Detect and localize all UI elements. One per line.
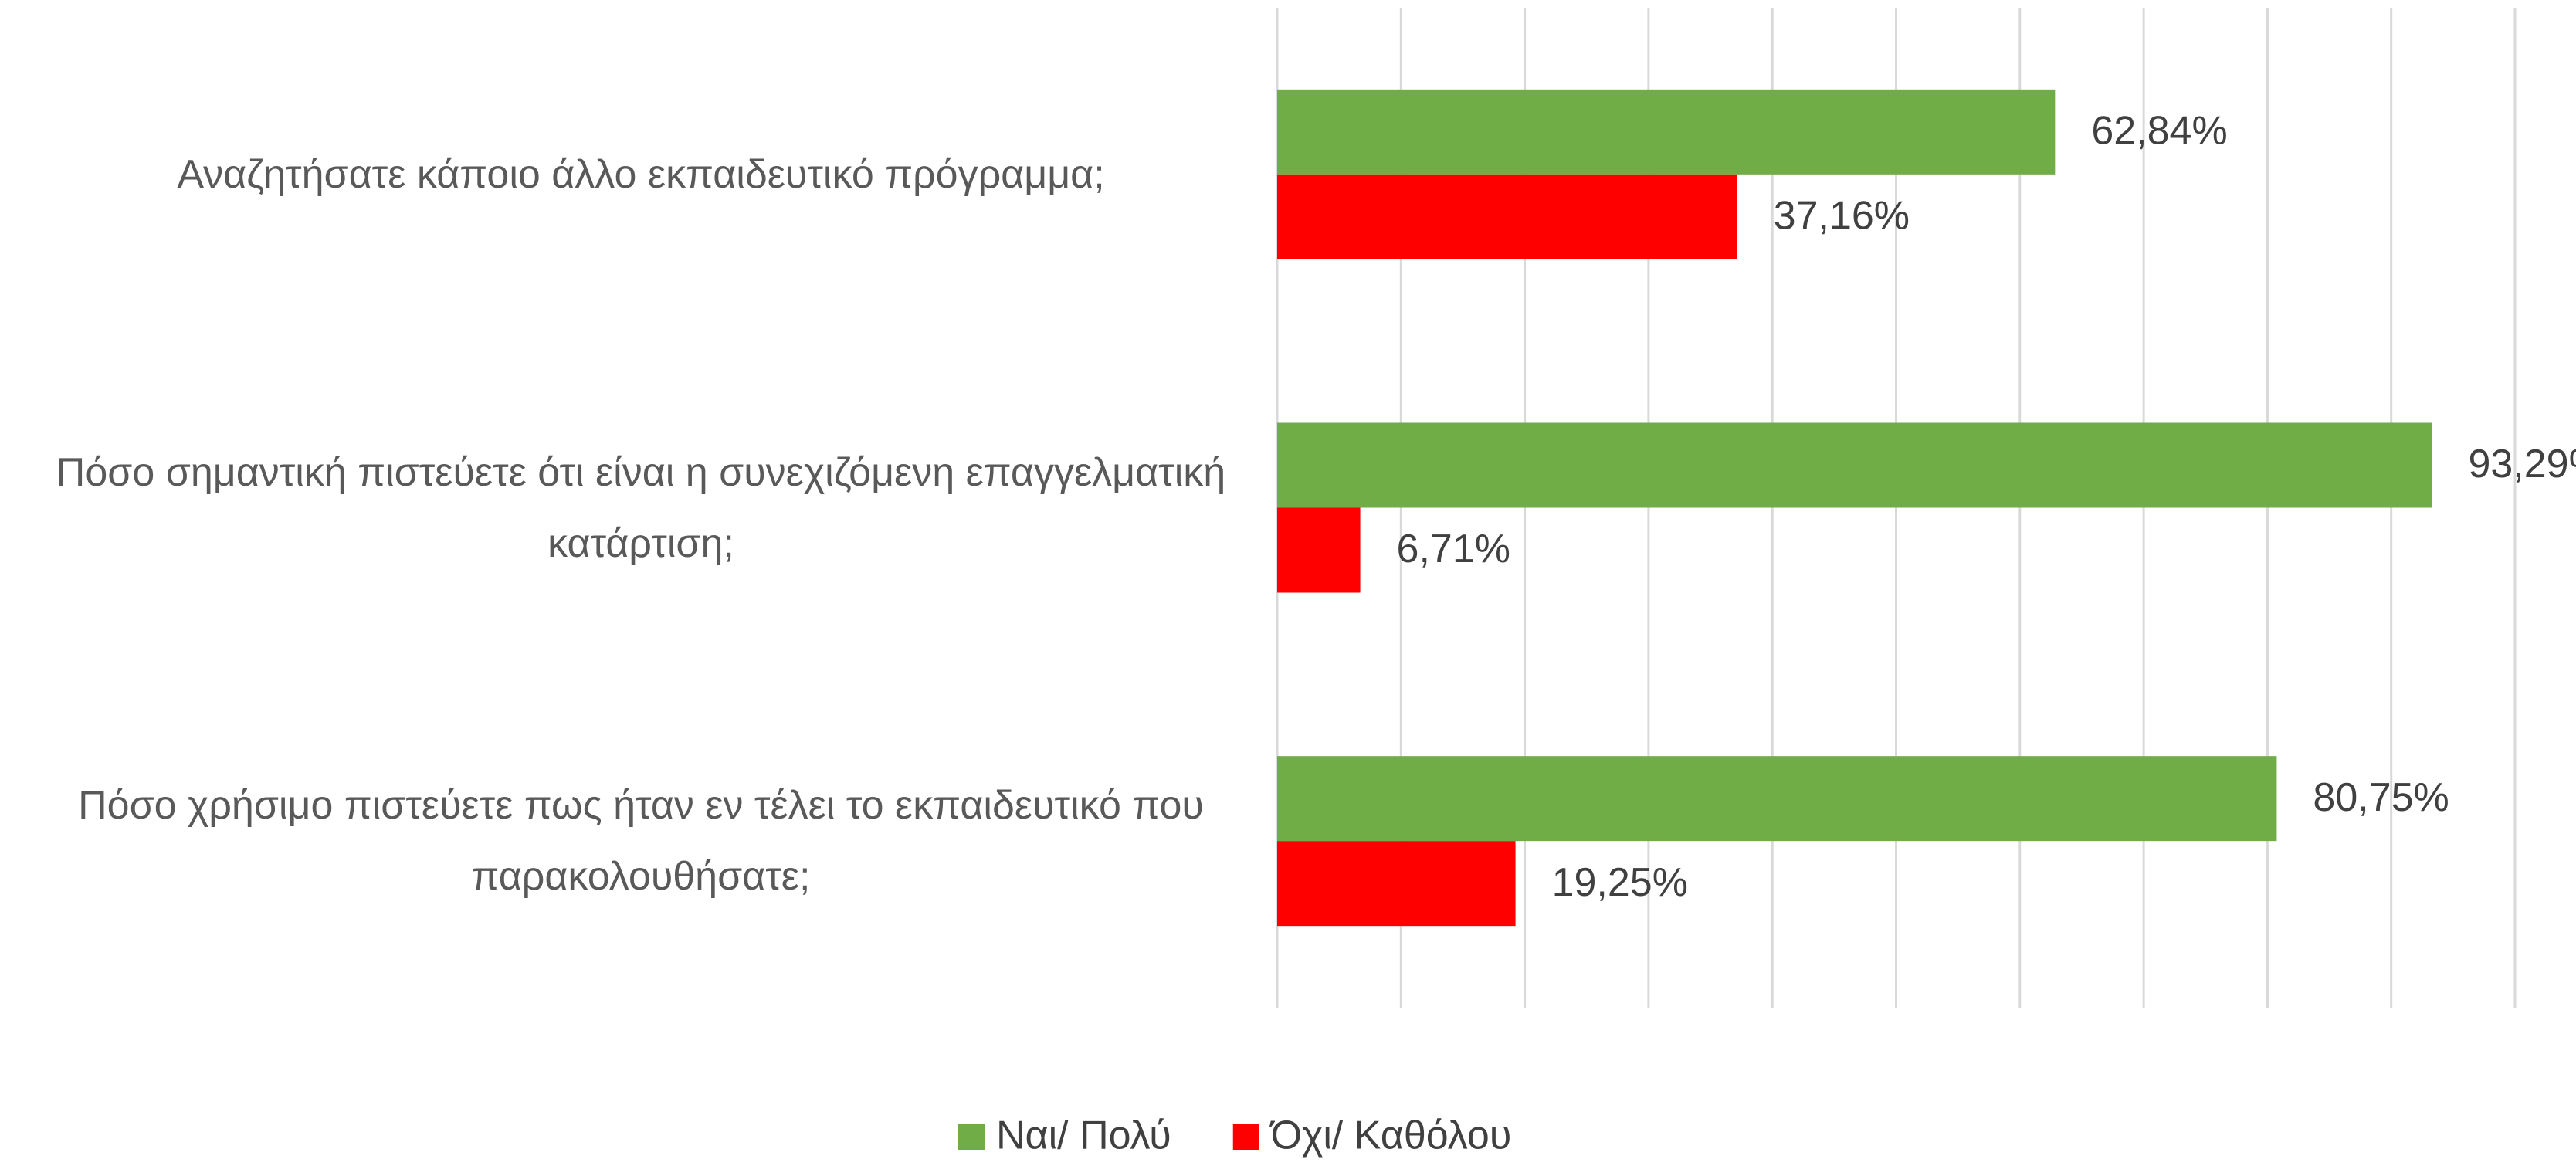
value-label: 19,25%	[1552, 860, 1688, 905]
bar	[1277, 841, 1516, 927]
value-label: 37,16%	[1774, 194, 1910, 239]
value-label: 93,29%	[2468, 442, 2576, 486]
legend-label: Ναι/ Πολύ	[996, 1113, 1171, 1158]
value-label: 62,84%	[2091, 109, 2227, 154]
legend-swatch	[1232, 1124, 1259, 1150]
category-label: Πόσο σημαντική πιστεύετε ότι είναι η συν…	[56, 449, 1226, 566]
bar	[1277, 507, 1361, 593]
bar	[1277, 422, 2432, 508]
value-label: 6,71%	[1397, 527, 1510, 571]
legend-swatch	[958, 1124, 985, 1150]
bar	[1277, 89, 2056, 175]
value-label: 80,75%	[2313, 775, 2449, 820]
category-label: Πόσο χρήσιμο πιστεύετε πως ήταν εν τέλει…	[78, 783, 1204, 900]
category-label: Αναζητήσατε κάποιο άλλο εκπαιδευτικό πρό…	[177, 151, 1105, 197]
legend-label: Όχι/ Καθόλου	[1269, 1113, 1512, 1158]
bar	[1277, 756, 2277, 842]
bar	[1277, 174, 1737, 259]
